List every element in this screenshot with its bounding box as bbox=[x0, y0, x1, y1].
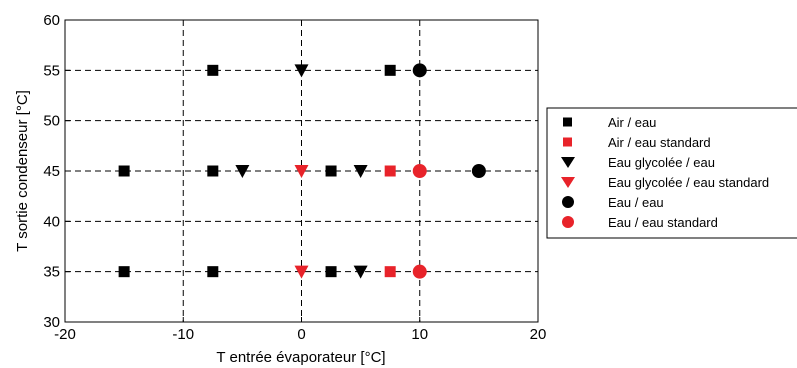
data-point bbox=[294, 165, 309, 178]
data-point bbox=[325, 266, 337, 278]
data-point bbox=[118, 165, 130, 177]
legend-item: Air / eau bbox=[563, 115, 656, 130]
y-tick-label: 40 bbox=[43, 213, 60, 230]
x-tick-label: 0 bbox=[297, 326, 305, 343]
legend-marker bbox=[562, 216, 574, 228]
data-point bbox=[294, 265, 309, 279]
data-point bbox=[207, 165, 219, 177]
data-point bbox=[118, 266, 130, 278]
axis-ticks: -20 -10 0 10 20 30 35 40 45 50 55 60 bbox=[43, 12, 546, 343]
legend-label: Air / eau standard bbox=[608, 135, 711, 150]
y-tick-label: 55 bbox=[43, 62, 60, 79]
y-tick-label: 30 bbox=[43, 314, 60, 331]
x-tick-label: 10 bbox=[411, 326, 428, 343]
legend: Air / eau Air / eau standard Eau glycolée … bbox=[546, 107, 797, 239]
data-point bbox=[207, 266, 219, 278]
data-point bbox=[235, 165, 250, 178]
legend-label: Eau / eau bbox=[608, 195, 664, 210]
x-tick-label: -10 bbox=[172, 326, 194, 343]
legend-item: Eau glycolée / eau bbox=[561, 155, 715, 170]
legend-label: Eau glycolée / eau standard bbox=[608, 175, 769, 190]
data-point bbox=[471, 164, 486, 178]
legend-label: Air / eau bbox=[608, 115, 656, 130]
x-tick-label: 20 bbox=[530, 326, 547, 343]
data-point bbox=[353, 165, 368, 178]
data-point bbox=[325, 165, 337, 177]
legend-label: Eau glycolée / eau bbox=[608, 155, 715, 170]
data-point bbox=[207, 64, 219, 76]
data-point bbox=[384, 64, 396, 76]
legend-marker bbox=[562, 196, 574, 208]
data-point bbox=[294, 64, 309, 78]
legend-item: Eau glycolée / eau standard bbox=[561, 175, 769, 190]
data-point bbox=[384, 165, 396, 177]
x-axis-label: T entrée évaporateur [°C] bbox=[216, 349, 385, 366]
legend-marker bbox=[561, 177, 575, 188]
data-point bbox=[412, 164, 427, 178]
data-point bbox=[412, 264, 427, 279]
x-tick-label: -20 bbox=[54, 326, 76, 343]
data-point bbox=[384, 266, 396, 278]
y-tick-label: 50 bbox=[43, 113, 60, 130]
legend-item: Air / eau standard bbox=[563, 135, 711, 150]
legend-box bbox=[546, 107, 797, 239]
legend-item: Eau / eau bbox=[562, 195, 664, 210]
y-tick-label: 45 bbox=[43, 163, 60, 180]
y-tick-label: 60 bbox=[43, 12, 60, 29]
y-tick-label: 35 bbox=[43, 264, 60, 281]
y-axis-label: T sortie condenseur [°C] bbox=[14, 90, 31, 252]
legend-marker bbox=[563, 117, 572, 127]
data-points bbox=[118, 63, 486, 279]
legend-item: Eau / eau standard bbox=[562, 215, 718, 230]
legend-marker bbox=[563, 137, 572, 147]
data-point bbox=[412, 63, 427, 78]
data-point bbox=[353, 265, 368, 279]
legend-label: Eau / eau standard bbox=[608, 215, 718, 230]
legend-marker bbox=[561, 157, 575, 168]
